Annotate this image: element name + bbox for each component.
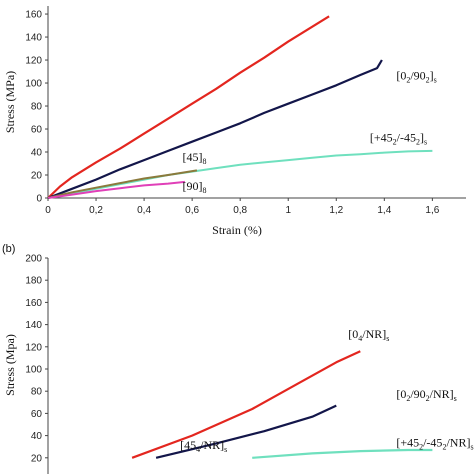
panel-a-annotations: [02​/902​]s​ [+452​/-452​]s​ [45]8​ [90]8​: [183, 69, 437, 195]
panel-a-y-axis-label: Stress (MPa): [3, 71, 17, 133]
panel-a-x-tick-label: 0,4: [137, 205, 151, 216]
panel-a-y-tick-label: 120: [25, 56, 42, 67]
panel-a-series-line: [47, 59, 383, 200]
panel-b-y-tick-label: 140: [25, 320, 42, 331]
panel-b-annotation: [454​/NR]s​: [180, 438, 227, 454]
panel-a-y-tick-label: 80: [31, 102, 43, 113]
panel-a-ticks: 0 0,2 0,4 0,6 0,8 1 1,2 1,4 1,6 0 20 40 60 80 100 120 14…: [25, 10, 439, 216]
panel-b-y-tick-label: 160: [25, 298, 42, 309]
panel-a-x-tick-label: 0,2: [89, 205, 103, 216]
panel-a-series: [47, 15, 433, 200]
panel-a-y-tick-label: 160: [25, 10, 42, 21]
panel-b-y-axis-label: Stress (Mpa): [3, 334, 17, 396]
panel-a-series-line: [47, 169, 198, 199]
panel-a-y-tick-label: 20: [31, 171, 43, 182]
panel-b-y-tick-label: 200: [25, 254, 42, 265]
panel-b-annotations: [04​/NR]s​ [02​/902​/NR]s​ [+452​/-452​/NR…: [180, 327, 473, 454]
panel-b-series: [131, 350, 433, 459]
panel-a-y-tick-label: 100: [25, 79, 42, 90]
panel-b-y-tick-label: 180: [25, 276, 42, 287]
panel-b: (b) 20 40 60 80 100 120 140 160 180 200 Stress (M…: [2, 243, 474, 474]
panel-b-annotation: [+452​/-452​/NR]s​: [396, 436, 473, 452]
panel-b-y-tick-label: 60: [31, 409, 43, 420]
panel-a-axes: [47, 6, 466, 199]
panel-a-x-tick-label: 0,8: [233, 205, 247, 216]
panel-b-series-line: [131, 350, 361, 459]
panel-a-y-tick-label: 40: [31, 148, 43, 159]
panel-a-series-line: [47, 180, 186, 199]
panel-a-y-tick-label: 140: [25, 33, 42, 44]
panel-a-x-axis-label: Strain (%): [212, 223, 262, 237]
panel-a-x-tick-label: 1,2: [329, 205, 343, 216]
panel-a-x-tick-label: 1,4: [377, 205, 391, 216]
panel-b-tag: (b): [2, 243, 15, 255]
panel-b-series-line: [252, 448, 433, 459]
panel-a: 0 0,2 0,4 0,6 0,8 1 1,2 1,4 1,6 0 20 40 60 80 100 120 14…: [3, 6, 466, 237]
panel-a-x-tick-label: 0: [45, 205, 51, 216]
panel-a-y-tick-label: 0: [36, 194, 42, 205]
panel-b-annotation: [02​/902​/NR]s​: [396, 387, 456, 403]
panel-b-y-tick-label: 120: [25, 342, 42, 353]
panel-a-series-line: [47, 149, 433, 199]
panel-a-annotation: [45]8​: [183, 150, 207, 166]
panel-b-annotation: [04​/NR]s​: [348, 327, 389, 343]
panel-a-annotation: [02​/902​]s​: [396, 69, 436, 85]
panel-a-y-tick-label: 60: [31, 125, 43, 136]
panel-a-annotation: [+452​/-452​]s​: [370, 131, 427, 147]
panel-a-annotation: [90]8​: [183, 179, 207, 195]
panel-b-ticks: 20 40 60 80 100 120 140 160 180 200: [25, 254, 48, 464]
panel-a-x-tick-label: 0,6: [185, 205, 199, 216]
panel-b-series-line: [155, 404, 337, 459]
panel-b-y-tick-label: 100: [25, 365, 42, 376]
panel-a-series-line: [47, 15, 330, 199]
panel-b-y-tick-label: 20: [31, 453, 43, 464]
panel-a-x-tick-label: 1,6: [425, 205, 439, 216]
panel-b-y-tick-label: 40: [31, 431, 43, 442]
panel-b-y-tick-label: 80: [31, 387, 43, 398]
panel-a-x-tick-label: 1: [285, 205, 291, 216]
